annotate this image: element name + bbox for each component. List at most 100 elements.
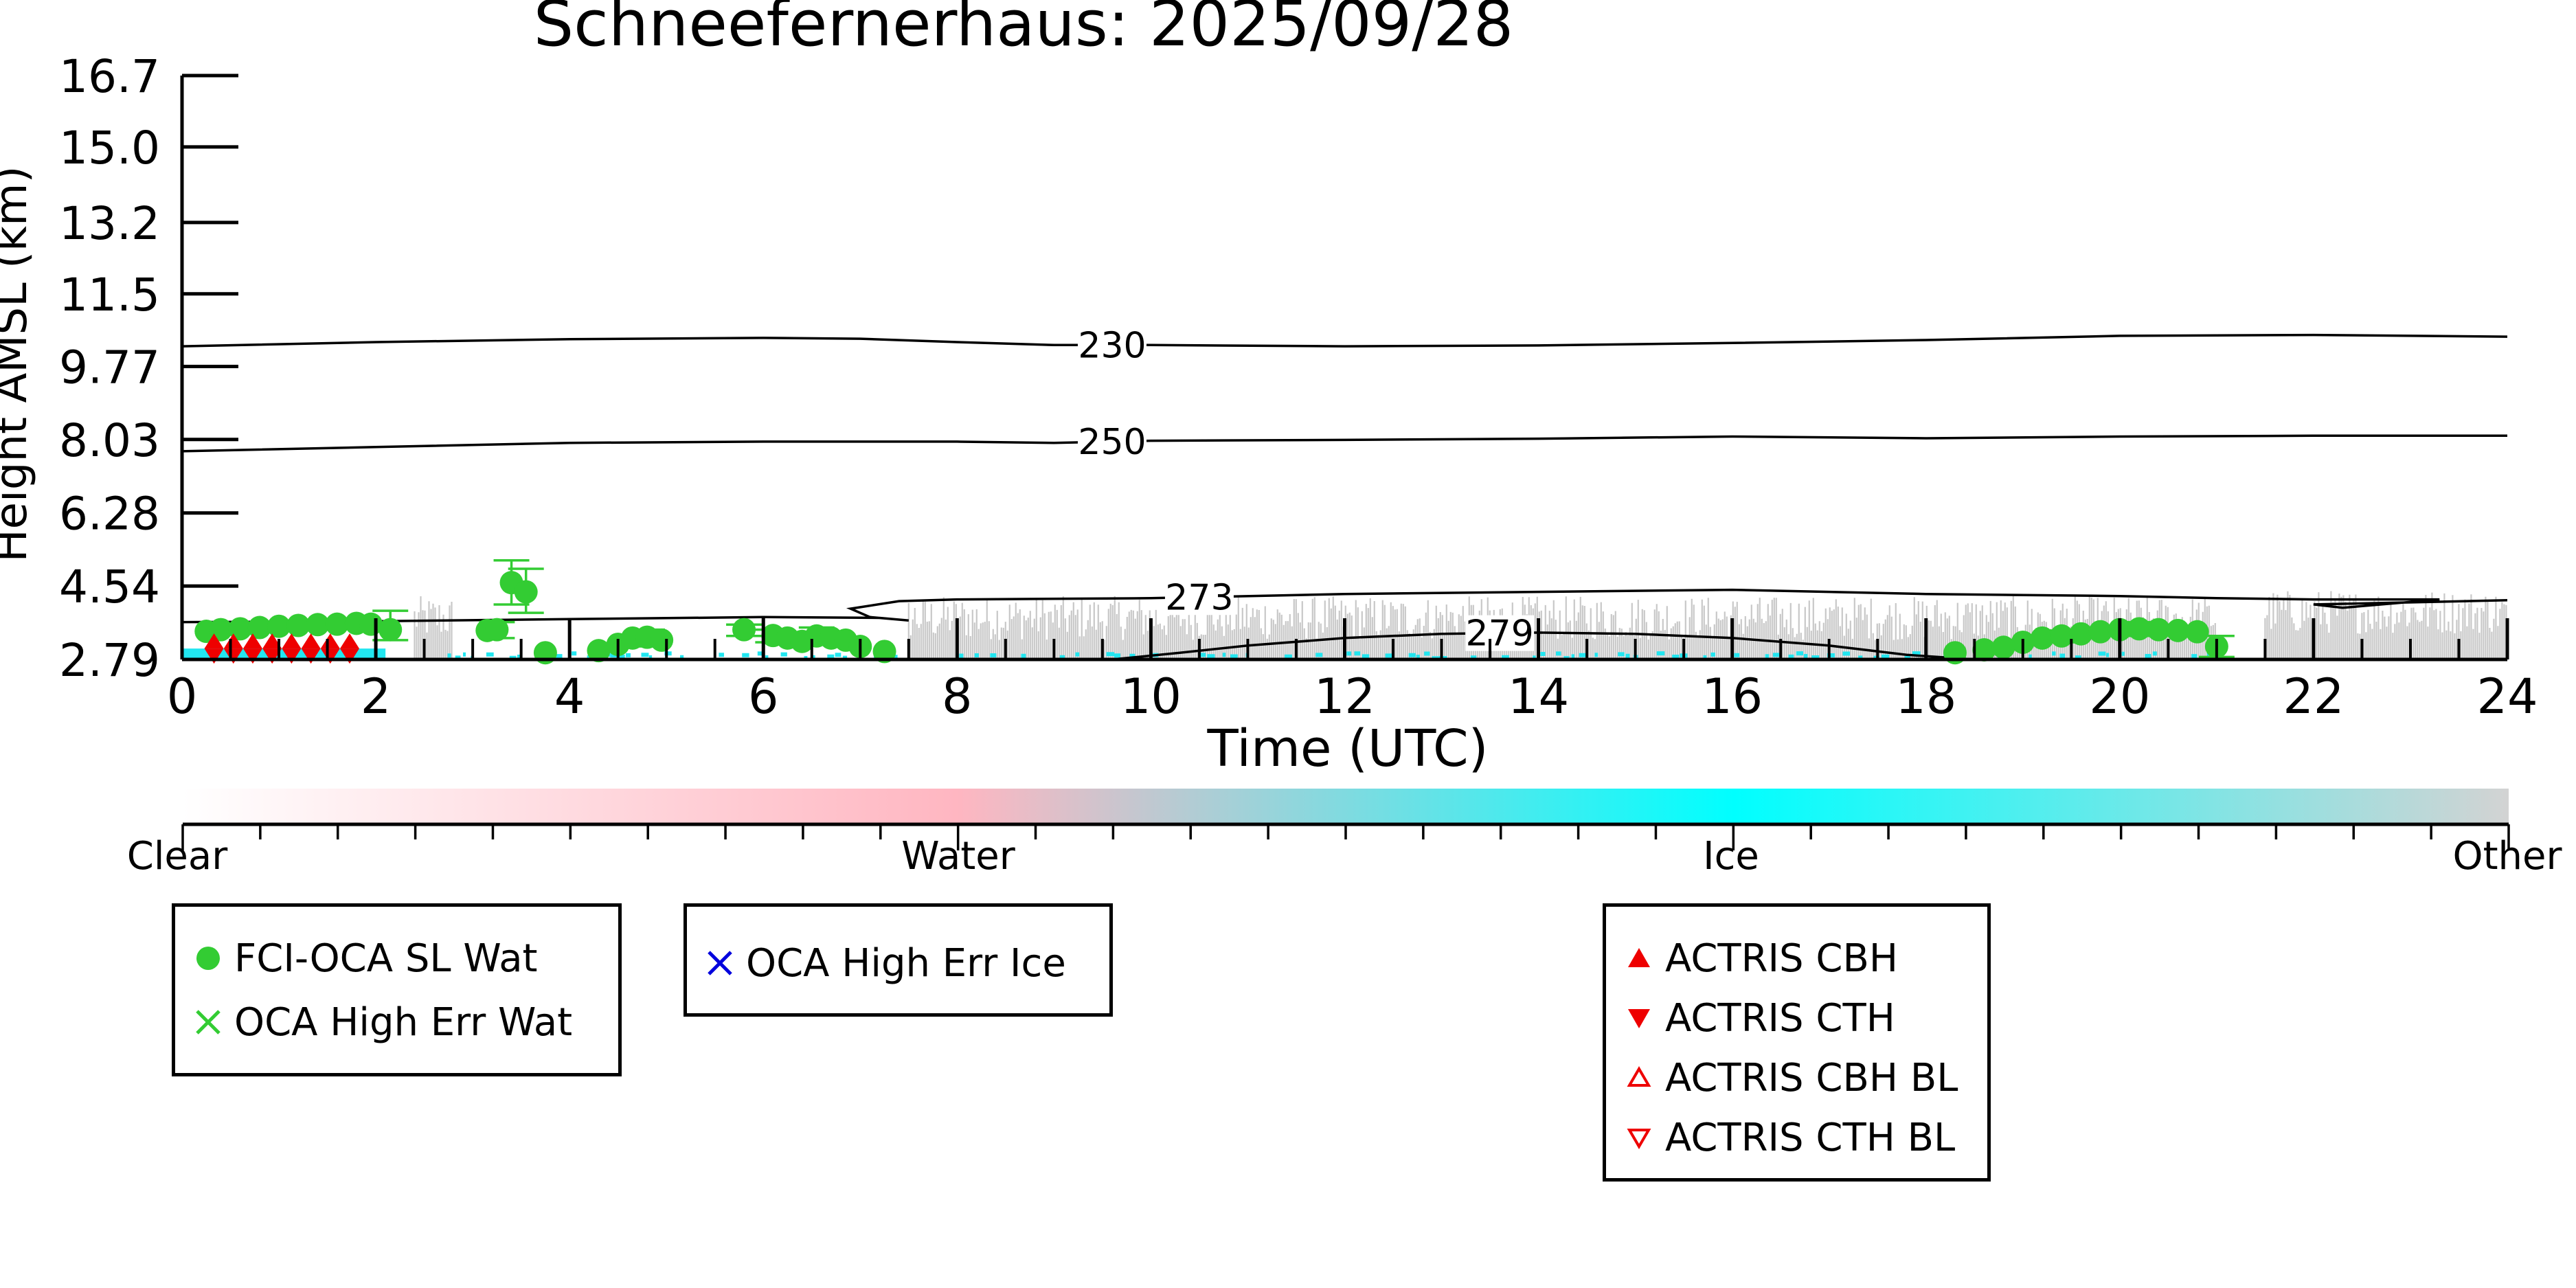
colorbar-label-ice: Ice — [1703, 834, 1759, 879]
contour-label: 279 — [1466, 613, 1534, 655]
legend-oca-ice: OCA High Err Ice — [683, 903, 1113, 1017]
legend-entry: FCI-OCA SL Wat — [175, 931, 618, 986]
legend-label: OCA High Err Ice — [746, 940, 1066, 986]
y-tick-label: 8.03 — [59, 414, 160, 467]
fci-oca-point — [306, 613, 330, 637]
fci-oca-point — [228, 617, 252, 641]
chart-title: Schneefernerhaus: 2025/09/28 — [534, 0, 1514, 60]
actris-cth-point — [282, 648, 302, 664]
actris-cth-point — [262, 648, 282, 664]
x-tick-label: 14 — [1508, 668, 1569, 725]
legend-entry: ACTRIS CTH — [1606, 991, 1987, 1046]
legend-label: FCI-OCA SL Wat — [234, 936, 538, 981]
colorbar-label-water: Water — [901, 834, 1016, 879]
red-open-triangle-up-icon — [1618, 1050, 1660, 1105]
fci-oca-point — [2031, 626, 2054, 650]
fci-oca-point — [267, 614, 291, 638]
green-circle-icon — [188, 931, 229, 986]
actris-cbh-point — [204, 633, 224, 649]
actris-cbh-point — [340, 633, 360, 649]
x-tick-label: 6 — [748, 668, 779, 725]
legend-entry: OCA High Err Ice — [687, 936, 1109, 991]
actris-cbh-point — [301, 633, 321, 649]
blue-x-icon — [699, 936, 741, 991]
contour-label-bg — [1078, 327, 1146, 363]
actris-cth-point — [340, 648, 360, 664]
actris-cbh-point — [320, 633, 340, 649]
contour-label-bg — [1164, 579, 1234, 615]
fci-oca-point — [872, 640, 896, 664]
fci-oca-point — [2166, 618, 2190, 642]
contour-line — [181, 333, 2508, 348]
legend-actris: ACTRIS CBH ACTRIS CTH ACTRIS CBH BL ACTR… — [1603, 903, 1991, 1182]
actris-cth-point — [204, 648, 224, 664]
contour-line — [181, 434, 2507, 453]
x-tick-label: 10 — [1120, 668, 1182, 725]
colorbar-ticks — [181, 824, 2510, 850]
y-tick-label: 16.7 — [59, 50, 160, 103]
fci-oca-point — [247, 615, 271, 640]
fci-oca-point — [2185, 620, 2209, 644]
contour-label-bg — [1078, 423, 1146, 460]
contour-label-bg — [1465, 615, 1535, 651]
legend-entry: ACTRIS CBH — [1606, 931, 1987, 986]
contour-label: 250 — [1078, 422, 1146, 463]
actris-cth-point — [223, 648, 243, 664]
fci-oca-point — [514, 580, 538, 604]
x-tick-label: 8 — [942, 668, 973, 725]
actris-cbh-point — [223, 633, 243, 649]
y-tick-label: 4.54 — [59, 561, 160, 613]
actris-cbh-point — [242, 633, 262, 649]
fci-oca-point — [650, 628, 674, 652]
colorbar-label-other: Other — [2452, 834, 2562, 879]
legend-label: ACTRIS CTH BL — [1665, 1115, 1956, 1160]
y-tick-label: 15.0 — [59, 122, 160, 174]
y-tick-label: 9.77 — [59, 341, 160, 394]
actris-cbh-point — [262, 633, 282, 649]
fci-oca-point — [1972, 637, 1996, 662]
y-tick-label: 2.79 — [59, 634, 160, 687]
contour-label: 230 — [1078, 325, 1146, 366]
x-tick-label: 0 — [167, 668, 198, 725]
contour-label: 273 — [1165, 577, 1233, 618]
legend-entry: ACTRIS CBH BL — [1606, 1050, 1987, 1105]
x-tick-label: 4 — [554, 668, 585, 725]
x-tick-label: 12 — [1314, 668, 1375, 725]
fci-oca-point — [732, 618, 756, 642]
fci-oca-point — [1991, 635, 2015, 659]
fci-oca-point — [286, 613, 310, 637]
fci-oca-point — [2127, 617, 2151, 641]
legend-label: ACTRIS CBH — [1665, 936, 1899, 981]
y-axis-label: Height AMSL (km) — [0, 166, 37, 563]
y-tick-label: 11.5 — [59, 269, 160, 321]
fci-oca-point — [379, 618, 403, 642]
contour-line — [181, 588, 2508, 624]
legend-entry: ACTRIS CTH BL — [1606, 1110, 1987, 1165]
fci-oca-point — [2088, 620, 2112, 644]
fci-oca-point — [2050, 624, 2074, 648]
y-tick-label: 6.28 — [59, 488, 160, 541]
red-triangle-up-icon — [1618, 931, 1660, 986]
x-tick-label: 18 — [1895, 668, 1956, 725]
legend-label: OCA High Err Wat — [234, 999, 573, 1045]
fci-oca-point — [485, 618, 509, 642]
fci-oca-point — [2069, 622, 2093, 646]
x-tick-label: 16 — [1702, 668, 1763, 725]
actris-cth-point — [320, 648, 340, 664]
legend-label: ACTRIS CBH BL — [1665, 1055, 1958, 1100]
colorbar — [183, 789, 2509, 823]
legend-entry: OCA High Err Wat — [175, 995, 618, 1050]
x-tick-label: 2 — [361, 668, 392, 725]
colorbar-label-clear: Clear — [127, 834, 228, 879]
red-open-triangle-down-icon — [1618, 1110, 1660, 1165]
legend-label: ACTRIS CTH — [1665, 995, 1895, 1041]
actris-cbh-point — [282, 633, 302, 649]
x-tick-label: 22 — [2283, 668, 2344, 725]
actris-cth-point — [242, 648, 262, 664]
data-markers — [194, 571, 2228, 665]
x-axis-label: Time (UTC) — [1206, 719, 1488, 778]
green-x-icon — [188, 995, 229, 1050]
legend-fci-oca: FCI-OCA SL Wat OCA High Err Wat — [172, 903, 622, 1076]
